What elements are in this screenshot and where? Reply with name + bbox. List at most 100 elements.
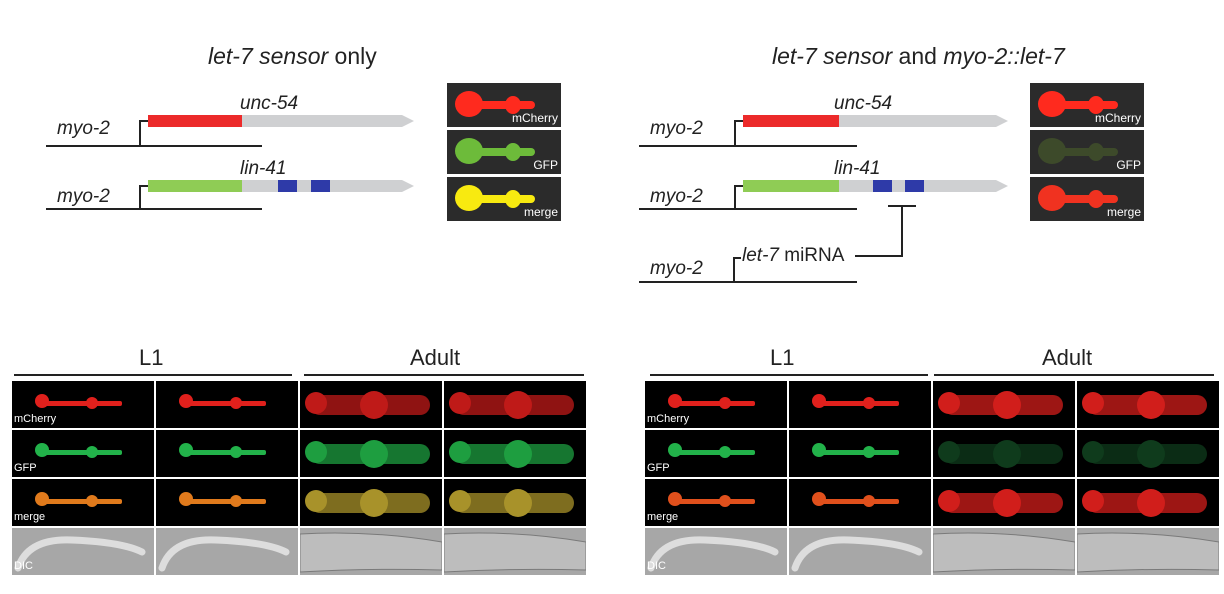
- utr-arrowhead: [402, 115, 414, 127]
- micrograph-dic: [1077, 528, 1219, 575]
- micrograph-gfp: [933, 430, 1075, 477]
- worm-body: [791, 536, 923, 572]
- micrograph-dic: [789, 528, 931, 575]
- worm-shape: [455, 138, 535, 164]
- worm-body: [668, 443, 755, 458]
- worm-icon: [1038, 91, 1118, 117]
- worm-body: [444, 532, 586, 573]
- dna-line: [46, 145, 262, 147]
- worm-body: [35, 394, 122, 409]
- row-label: merge: [14, 511, 46, 523]
- promoter-label: myo-2: [57, 118, 110, 139]
- utr-label: unc-54: [834, 93, 893, 114]
- promoter-arrow: [733, 257, 735, 283]
- panel-title: let-7 sensor and myo-2::let-7: [772, 43, 1065, 70]
- utr-arrowhead: [996, 115, 1008, 127]
- promoter-arrow: [734, 120, 736, 147]
- worm-image: [791, 536, 923, 572]
- worm-image: [158, 536, 290, 572]
- worm-image: [300, 532, 442, 573]
- utr-bar: [242, 115, 402, 127]
- worm-image: [1082, 391, 1207, 419]
- repression-line: [855, 255, 903, 257]
- worm-image: [812, 394, 899, 409]
- worm-body: [449, 489, 574, 517]
- worm-shape: [1038, 91, 1118, 117]
- micrograph-gfp: GFP: [12, 430, 154, 477]
- worm-image: [179, 443, 266, 458]
- utr-arrowhead: [996, 180, 1008, 192]
- worm-image: [449, 489, 574, 517]
- worm-body: [449, 440, 574, 468]
- micrograph-merge: [156, 479, 298, 526]
- promoter-arrow: [139, 185, 141, 210]
- worm-body: [647, 536, 779, 572]
- row-label: merge: [647, 511, 679, 523]
- worm-image: [668, 443, 755, 458]
- micrograph-mcherry: [1077, 381, 1219, 428]
- promoter-arrow: [139, 185, 149, 187]
- micrograph-merge: [789, 479, 931, 526]
- stage-label-adult: Adult: [410, 345, 461, 370]
- micrograph-gfp: [156, 430, 298, 477]
- worm-body: [305, 440, 430, 468]
- title-part: myo-2::let-7: [943, 43, 1065, 69]
- worm-image: [812, 443, 899, 458]
- micrograph-mcherry: mCherry: [645, 381, 787, 428]
- micrograph-dic: [444, 528, 586, 575]
- dna-line: [639, 281, 857, 283]
- worm-body: [179, 394, 266, 409]
- let7-binding-site: [278, 180, 297, 192]
- panel-title: let-7 sensor only: [208, 43, 377, 70]
- panel-sensor-and-let7: let-7 sensor and myo-2::let-7 myo-2 unc-…: [612, 0, 1224, 594]
- worm-image: [305, 489, 430, 517]
- panel-sensor-only: let-7 sensor only myo-2 unc-54 myo-2 lin…: [11, 43, 586, 575]
- stage-underline: [934, 374, 1214, 376]
- worm-body: [35, 443, 122, 458]
- micrograph-mcherry: [933, 381, 1075, 428]
- worm-body: [938, 391, 1063, 419]
- micrograph-merge: [933, 479, 1075, 526]
- expression-box-gfp: GFP: [447, 130, 561, 174]
- mirna-name: let-7: [742, 245, 779, 266]
- promoter-arrow: [139, 120, 149, 122]
- reporter-mcherry-bar: [743, 115, 839, 127]
- stage-label-adult: Adult: [1042, 345, 1093, 370]
- worm-image: [35, 394, 122, 409]
- worm-shape: [455, 91, 535, 117]
- stage-underline: [14, 374, 292, 376]
- micrograph-mcherry: [444, 381, 586, 428]
- promoter-arrow: [734, 185, 744, 187]
- worm-body: [1077, 532, 1219, 573]
- row-label: mCherry: [14, 413, 57, 425]
- micrograph-merge: merge: [12, 479, 154, 526]
- expression-box-merge: merge: [447, 177, 561, 221]
- worm-image: [179, 492, 266, 507]
- micrograph-gfp: GFP: [645, 430, 787, 477]
- worm-body: [812, 443, 899, 458]
- row-label: DIC: [647, 560, 666, 572]
- micrograph-mcherry: [300, 381, 442, 428]
- dna-line: [639, 208, 857, 210]
- micrograph-grid: mCherry GFP merge DIC: [11, 380, 586, 575]
- micrograph-dic: DIC: [12, 528, 154, 575]
- worm-icon: [1038, 185, 1118, 211]
- micrograph-gfp: [789, 430, 931, 477]
- let7-binding-site: [311, 180, 330, 192]
- worm-body: [933, 532, 1075, 573]
- worm-body: [938, 489, 1063, 517]
- micrograph-gfp: [444, 430, 586, 477]
- worm-icon: [1038, 138, 1118, 164]
- worm-image: [14, 536, 146, 572]
- micrograph-dic: [156, 528, 298, 575]
- micrograph-gfp: [300, 430, 442, 477]
- worm-shape: [1038, 138, 1118, 164]
- reporter-mcherry-bar: [148, 115, 242, 127]
- expression-label: mCherry: [1094, 111, 1141, 125]
- mirna-suffix: miRNA: [778, 245, 845, 266]
- worm-body: [812, 492, 899, 507]
- reporter-gfp-bar: [743, 180, 839, 192]
- micrograph-grid: mCherry GFP merge DIC: [644, 380, 1219, 575]
- utr-label: lin-41: [834, 158, 881, 179]
- expression-label: GFP: [1116, 158, 1141, 172]
